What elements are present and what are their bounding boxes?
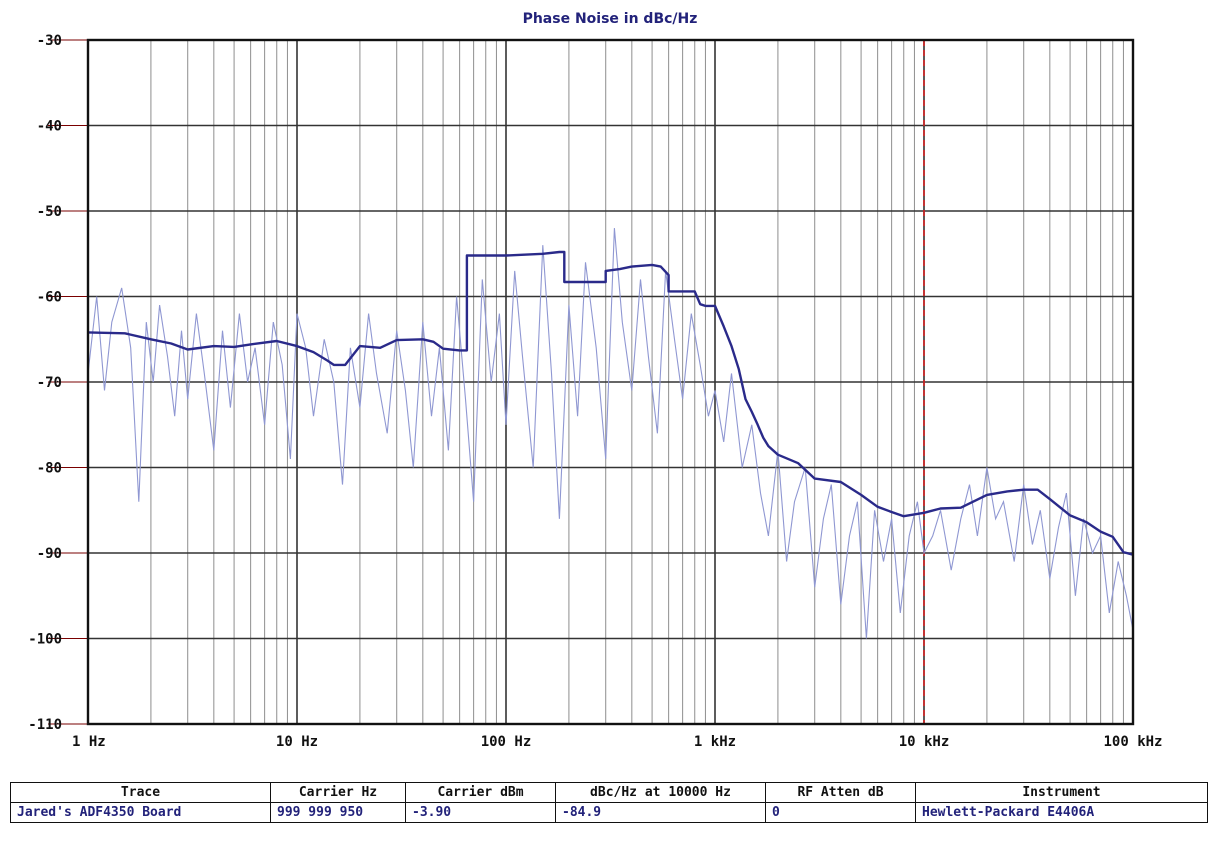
y-tick-label: -40 bbox=[37, 119, 62, 135]
header-rf-atten: RF Atten dB bbox=[765, 782, 916, 803]
y-tick-label: -30 bbox=[37, 33, 62, 49]
grid-layer bbox=[48, 39, 1134, 725]
value-instrument: Hewlett-Packard E4406A bbox=[915, 802, 1208, 823]
value-carrier-dbm: -3.90 bbox=[405, 802, 556, 823]
value-dbc-at-10000: -84.9 bbox=[555, 802, 766, 823]
y-tick-label: -110 bbox=[28, 717, 62, 733]
x-tick-label: 100 Hz bbox=[481, 734, 532, 750]
smoothed-noise-trace bbox=[87, 250, 1134, 556]
y-tick-label: -60 bbox=[37, 290, 62, 306]
chart-title: Phase Noise in dBc/Hz bbox=[523, 11, 698, 27]
x-tick-label: 10 kHz bbox=[899, 734, 950, 750]
series-layer bbox=[87, 228, 1134, 639]
plot-frame bbox=[86, 38, 1135, 726]
x-tick-label: 1 kHz bbox=[694, 734, 736, 750]
header-trace: Trace bbox=[10, 782, 271, 803]
x-tick-label: 100 kHz bbox=[1103, 734, 1162, 750]
y-tick-label: -100 bbox=[28, 632, 62, 648]
y-tick-label: -70 bbox=[37, 375, 62, 391]
value-rf-atten: 0 bbox=[765, 802, 916, 823]
header-carrier-dbm: Carrier dBm bbox=[405, 782, 556, 803]
header-carrier-hz: Carrier Hz bbox=[270, 782, 406, 803]
header-instrument: Instrument bbox=[915, 782, 1208, 803]
axis-layer: -30 -40 -50 -60 -70 -80 -90 -100 -110 1 Hz 10 Hz 10… bbox=[28, 33, 1162, 750]
value-trace: Jared's ADF4350 Board bbox=[10, 802, 271, 823]
raw-noise-trace bbox=[87, 228, 1134, 639]
value-carrier-hz: 999 999 950 bbox=[270, 802, 406, 823]
info-table: Trace Carrier Hz Carrier dBm dBc/Hz at 1… bbox=[10, 782, 1208, 823]
x-tick-label: 1 Hz bbox=[72, 734, 106, 750]
y-tick-label: -50 bbox=[37, 204, 62, 220]
phase-noise-chart: Phase Noise in dBc/Hz -30 -40 -50 -60 -70 -80… bbox=[28, 11, 1162, 750]
info-table-value-row: Jared's ADF4350 Board 999 999 950 -3.90 … bbox=[10, 802, 1208, 823]
y-tick-label: -80 bbox=[37, 461, 62, 477]
header-dbc-at-10000: dBc/Hz at 10000 Hz bbox=[555, 782, 766, 803]
x-tick-label: 10 Hz bbox=[276, 734, 318, 750]
y-tick-label: -90 bbox=[37, 546, 62, 562]
info-table-header-row: Trace Carrier Hz Carrier dBm dBc/Hz at 1… bbox=[10, 782, 1208, 803]
